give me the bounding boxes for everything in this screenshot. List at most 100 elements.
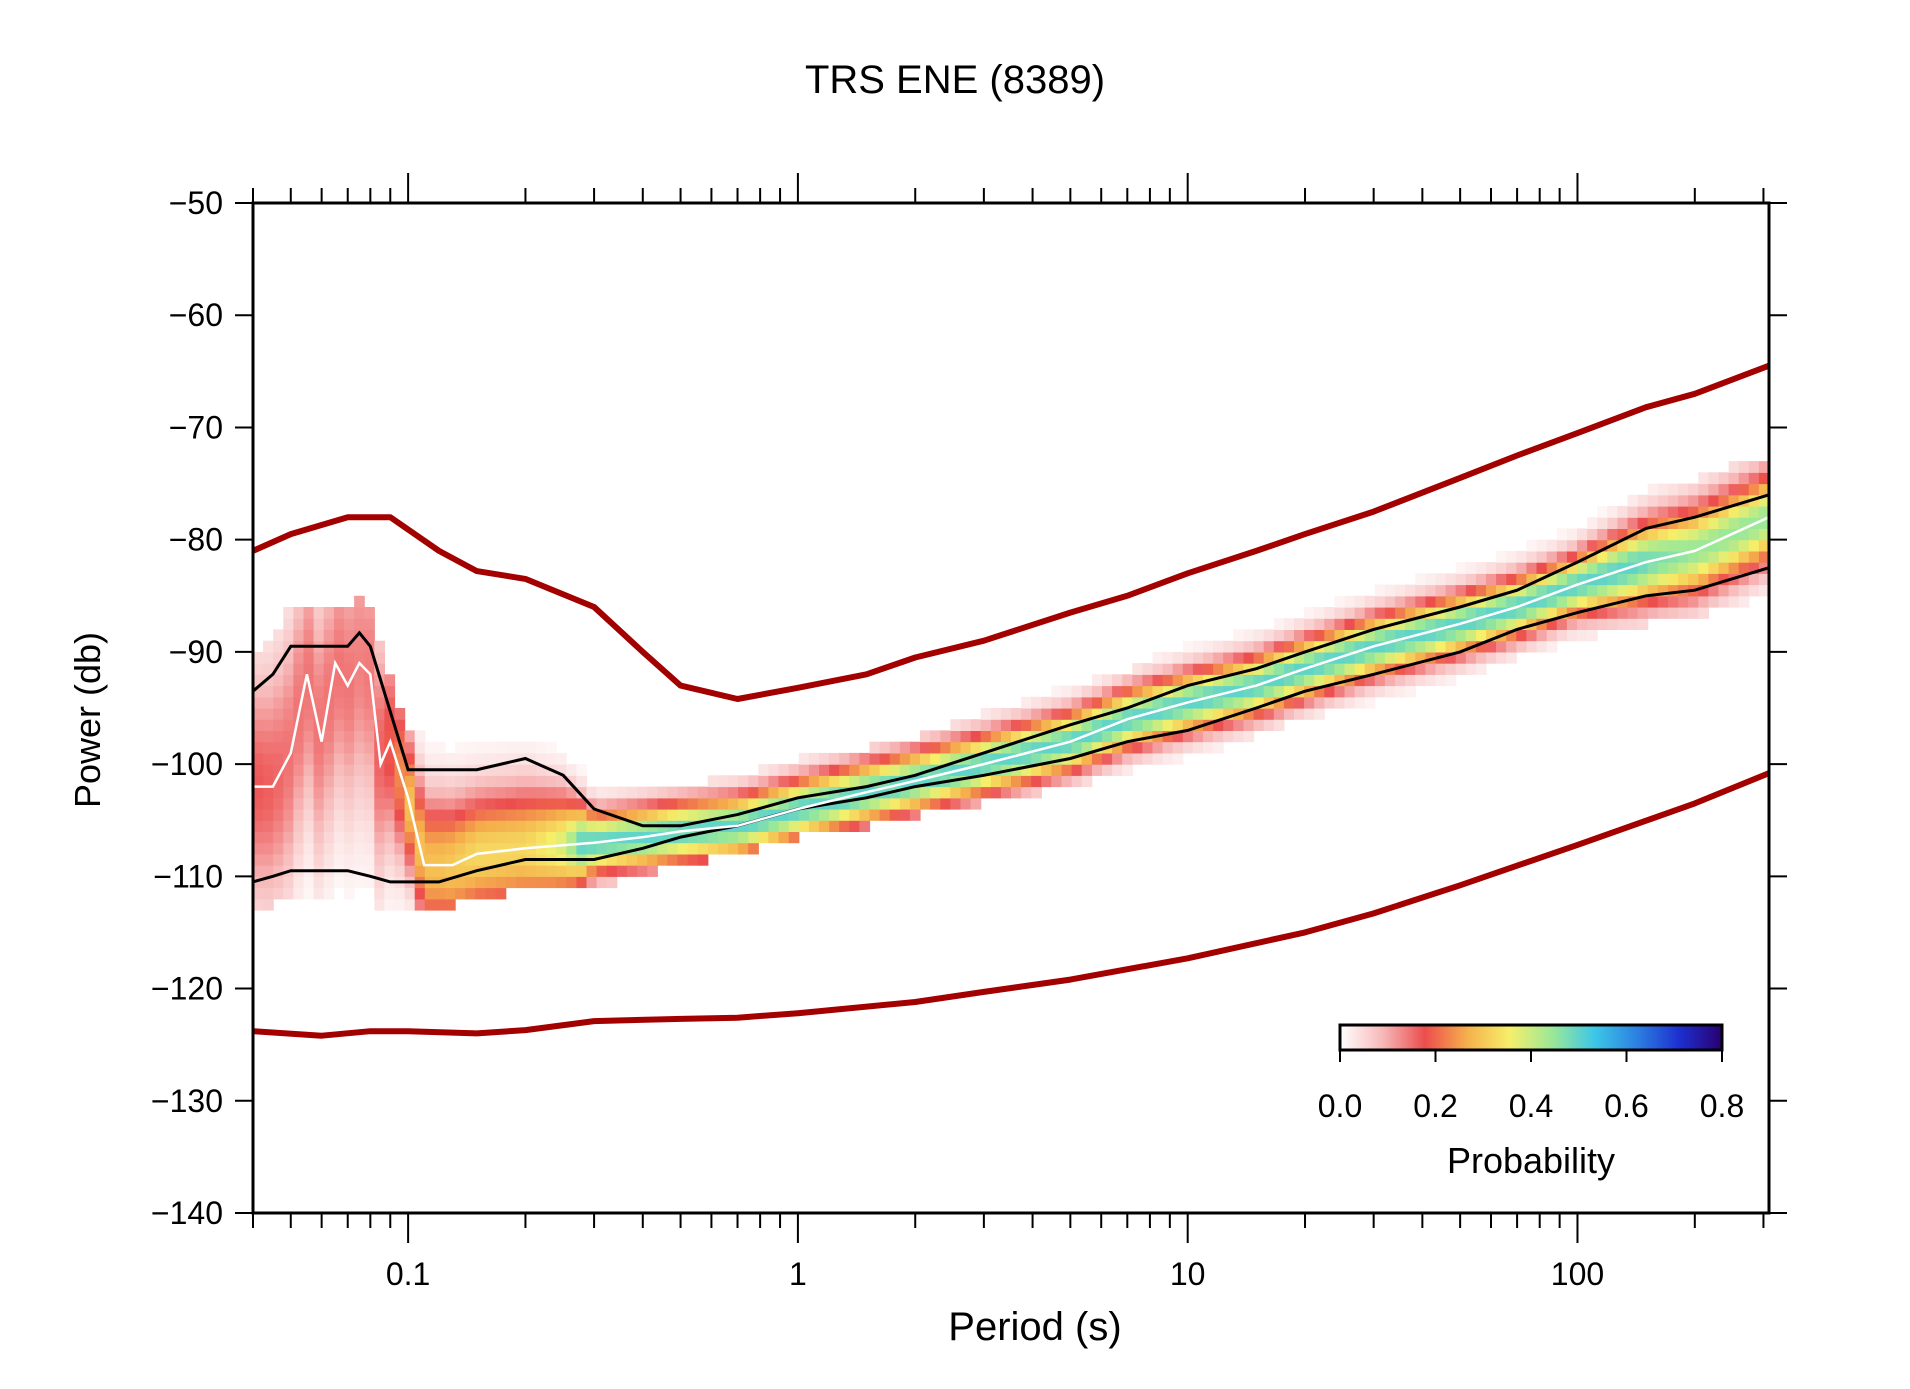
density-cell <box>1041 752 1052 765</box>
density-cell <box>596 865 608 877</box>
density-cell <box>1526 539 1538 552</box>
density-cell <box>758 797 769 810</box>
density-cell <box>930 775 941 788</box>
density-cell <box>899 752 911 765</box>
density-cell <box>1233 730 1244 743</box>
density-cell <box>273 786 284 799</box>
density-cell <box>293 887 305 900</box>
density-cell <box>384 741 396 754</box>
density-cell <box>1627 539 1639 552</box>
density-cell <box>424 752 436 765</box>
density-cell <box>1536 640 1548 653</box>
density-cell <box>263 663 274 675</box>
density-cell <box>546 775 557 788</box>
density-cell <box>384 719 396 731</box>
density-cell <box>344 618 355 630</box>
density-cell <box>344 696 355 709</box>
density-cell <box>899 809 911 821</box>
density-cell <box>586 876 598 889</box>
density-cell <box>1415 651 1426 664</box>
density-cell <box>798 797 810 810</box>
density-cell <box>1647 607 1659 619</box>
density-cell <box>1344 595 1356 608</box>
density-cell <box>738 797 749 810</box>
density-cell <box>1294 708 1305 720</box>
density-cell <box>536 741 547 754</box>
density-cell <box>1587 539 1598 552</box>
density-cell <box>1314 618 1325 630</box>
density-cell <box>1384 607 1396 619</box>
density-cell <box>950 730 962 743</box>
density-cell <box>1324 651 1335 664</box>
density-cell <box>293 853 305 866</box>
density-cell <box>485 752 497 765</box>
density-cell <box>1667 595 1679 608</box>
density-cell <box>354 853 365 866</box>
density-cell <box>768 786 780 799</box>
density-cell <box>1192 696 1204 709</box>
density-cell <box>1425 573 1437 586</box>
density-cell <box>1283 708 1295 720</box>
density-cell <box>1506 651 1517 664</box>
density-cell <box>859 797 871 810</box>
density-cell <box>728 842 739 855</box>
density-cell <box>1607 506 1618 518</box>
density-cell <box>1728 506 1740 518</box>
density-cell <box>869 786 881 799</box>
density-cell <box>1637 517 1649 529</box>
density-cell <box>1324 618 1335 630</box>
density-cell <box>546 752 557 765</box>
density-cell <box>1223 663 1234 675</box>
density-cell <box>596 853 608 866</box>
density-cell <box>354 696 365 709</box>
density-cell <box>424 741 436 754</box>
density-cell <box>980 741 992 754</box>
density-cell <box>1000 786 1012 799</box>
density-cell <box>1233 696 1244 709</box>
plot-frame <box>251 201 1771 1215</box>
density-cell <box>1718 562 1730 574</box>
density-cell <box>394 775 406 788</box>
density-cell <box>465 797 476 810</box>
density-cell <box>717 775 729 788</box>
density-cell <box>677 842 689 855</box>
density-cell <box>1455 651 1467 664</box>
y-tick-label: −140 <box>151 1195 223 1231</box>
density-cell <box>1475 618 1487 630</box>
density-cell <box>273 809 284 821</box>
density-cell <box>293 764 305 776</box>
density-cell <box>596 831 608 844</box>
density-cell <box>1334 618 1346 630</box>
density-cell <box>253 898 264 911</box>
density-cell <box>1486 595 1497 608</box>
density-cell <box>344 786 355 799</box>
density-cell <box>434 831 446 844</box>
density-cell <box>879 809 891 821</box>
density-cell <box>1526 562 1538 574</box>
density-cell <box>616 797 628 810</box>
density-cell <box>1486 651 1497 664</box>
density-cell <box>1415 584 1426 597</box>
density-cell <box>687 853 699 866</box>
density-cell <box>1627 550 1639 563</box>
density-cell <box>717 797 729 810</box>
density-cell <box>1415 607 1426 619</box>
density-cell <box>1657 550 1669 563</box>
density-cell <box>1738 494 1750 507</box>
density-cell <box>1516 573 1527 586</box>
density-cell <box>1172 651 1184 664</box>
density-cell <box>556 786 567 799</box>
density-cell <box>525 741 537 754</box>
density-cell <box>687 809 699 821</box>
density-cell <box>344 887 355 900</box>
density-cell <box>960 797 972 810</box>
density-cell <box>1506 629 1517 642</box>
density-cell <box>940 752 951 765</box>
density-cell <box>485 775 497 788</box>
density-cell <box>374 775 385 788</box>
density-cell <box>313 663 325 675</box>
density-cell <box>384 820 396 832</box>
density-cell <box>920 786 931 799</box>
density-cell <box>1243 719 1255 731</box>
density-cell <box>323 719 335 731</box>
